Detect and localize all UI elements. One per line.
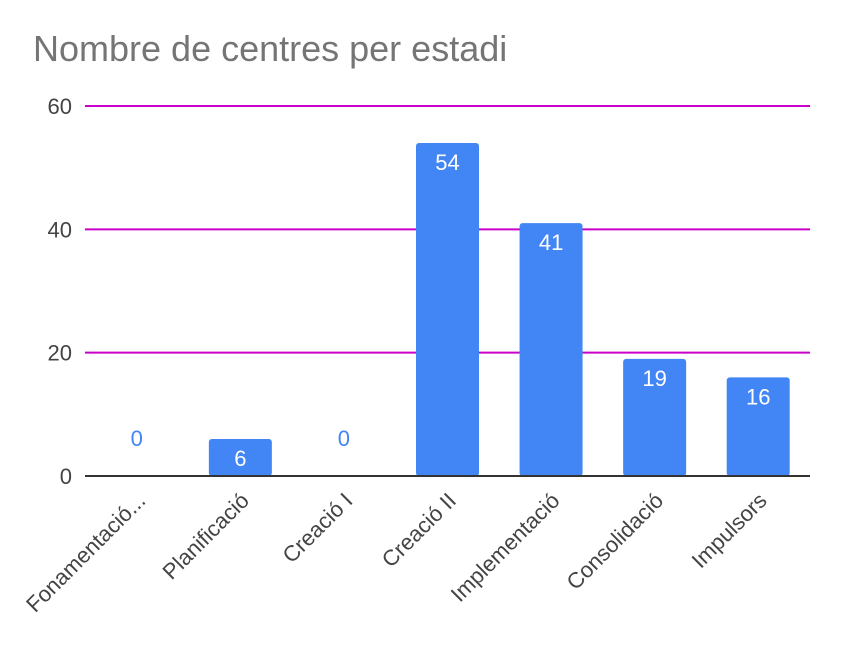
data-labels: 0 6 0 54 41 19 16 (131, 150, 771, 471)
bars (208, 143, 790, 476)
bar (416, 143, 479, 476)
bar (726, 377, 790, 476)
x-tick-label: Implementació (446, 488, 565, 607)
y-tick-label: 40 (48, 217, 72, 242)
y-tick-label: 0 (60, 464, 72, 489)
data-label: 41 (539, 230, 563, 255)
bar (623, 358, 687, 476)
data-label: 0 (131, 426, 143, 451)
x-tick-label: Creació II (377, 488, 461, 572)
bar (208, 439, 272, 476)
x-tick-label: Impulsors (687, 488, 772, 573)
bar (519, 223, 583, 476)
x-tick-label: Fonamentació... (21, 488, 150, 617)
x-tick-label: Planificació (158, 488, 254, 584)
y-tick-label: 20 (48, 341, 72, 366)
data-label: 19 (642, 366, 666, 391)
chart-title: Nombre de centres per estadi (33, 28, 508, 69)
x-tick-label: Creació I (278, 488, 358, 568)
data-label: 16 (746, 384, 770, 409)
data-label: 0 (338, 426, 350, 451)
y-tick-label: 60 (48, 94, 72, 119)
data-label: 54 (435, 150, 459, 175)
x-tick-label: Consolidació (561, 488, 668, 595)
data-label: 6 (234, 446, 246, 471)
